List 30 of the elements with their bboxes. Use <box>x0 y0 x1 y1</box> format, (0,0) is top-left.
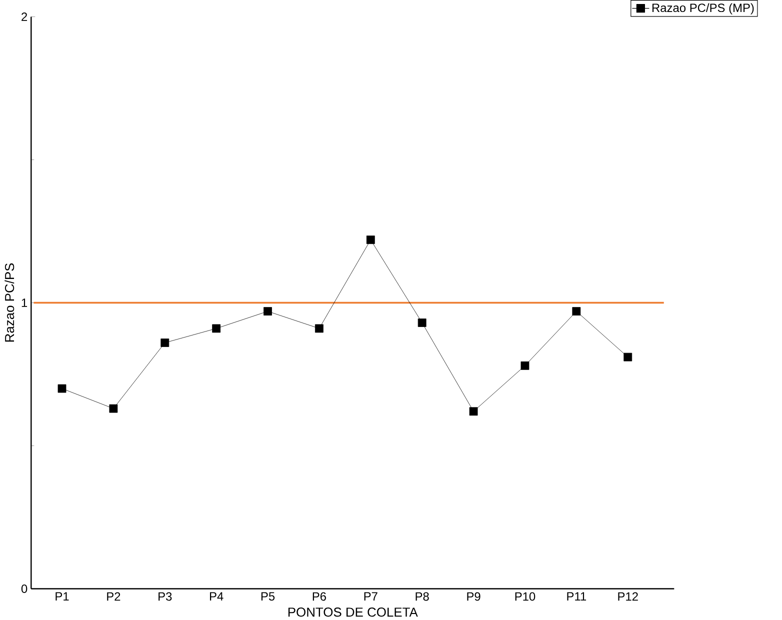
x-tick-label: P11 <box>567 592 586 600</box>
y-axis-title: Razao PC/PS <box>4 263 14 342</box>
x-tick-label: P10 <box>515 592 536 601</box>
point <box>624 352 632 362</box>
y-tick-label: 2 <box>22 12 28 21</box>
x-tick-label: P12 <box>618 592 638 601</box>
x-tick-label: P3 <box>158 592 172 601</box>
point <box>109 404 118 413</box>
x-tick-label: P5 <box>261 592 275 601</box>
x-tick-label: P2 <box>107 592 120 601</box>
x-tick-label: P8 <box>416 592 429 601</box>
point <box>572 307 581 316</box>
point <box>520 361 530 370</box>
point <box>469 407 478 416</box>
point <box>160 338 170 347</box>
x-tick-label: P4 <box>210 592 224 600</box>
y-tick-label: 1 <box>22 298 28 307</box>
x-axis-title: PONTOS DE COLETA <box>288 608 418 617</box>
point <box>366 236 375 244</box>
point <box>418 318 426 327</box>
point <box>58 384 66 393</box>
point <box>264 307 272 316</box>
x-tick-label: P9 <box>467 592 480 601</box>
y-tick-label: 0 <box>21 584 28 593</box>
point <box>315 324 324 333</box>
x-tick-label: P7 <box>364 592 378 600</box>
legend-label: Razao PC/PS (MP) <box>652 3 754 14</box>
point <box>212 324 221 333</box>
x-tick-label: P1 <box>56 592 69 600</box>
x-tick-label: P6 <box>312 592 326 601</box>
